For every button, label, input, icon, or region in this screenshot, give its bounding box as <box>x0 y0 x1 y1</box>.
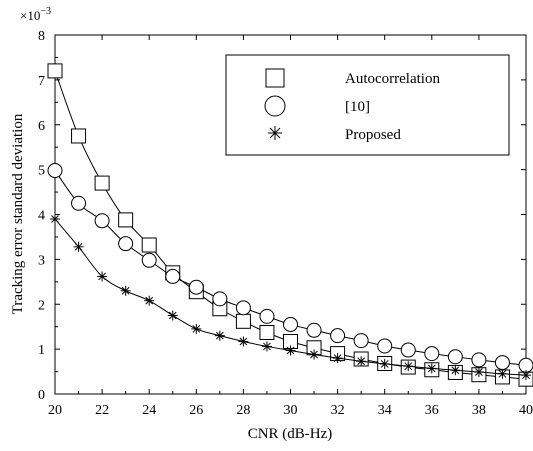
data-point-circle <box>377 338 393 354</box>
x-tick-label: 20 <box>48 403 62 418</box>
y-tick-label: 1 <box>38 343 45 358</box>
y-tick-label: 3 <box>38 253 45 268</box>
x-tick-label: 40 <box>519 403 533 418</box>
data-point-square <box>94 175 110 191</box>
data-point-circle <box>283 316 298 332</box>
y-multiplier-base: ×10 <box>20 8 40 23</box>
data-point-asterisk <box>450 365 461 376</box>
data-point-circle <box>259 308 275 324</box>
data-point-asterisk <box>50 213 60 224</box>
data-point-asterisk <box>521 370 531 381</box>
data-point-asterisk <box>356 356 367 367</box>
data-point-circle <box>353 333 369 349</box>
legend-marker-autocorrelation <box>265 68 285 88</box>
data-point-asterisk <box>285 345 296 356</box>
data-point-circle <box>494 355 510 371</box>
data-point-square <box>141 237 157 253</box>
data-point-asterisk <box>332 353 343 364</box>
y-tick-label: 6 <box>38 119 45 134</box>
data-point-circle <box>306 322 322 338</box>
data-point-square <box>235 313 251 329</box>
data-point-circle <box>47 163 63 179</box>
y-tick-label: 7 <box>38 74 45 89</box>
data-point-asterisk <box>191 323 202 334</box>
data-point-circle <box>424 346 440 362</box>
data-point-circle <box>141 252 157 268</box>
x-axis-ticks: 20 22 24 26 28 30 32 34 36 38 40 <box>48 35 533 418</box>
data-point-asterisk <box>497 368 508 379</box>
y-multiplier-exponent: −3 <box>40 6 51 17</box>
legend: Autocorrelation [10] Proposed <box>225 54 510 156</box>
y-tick-label: 0 <box>38 388 45 403</box>
data-point-circle <box>471 352 487 368</box>
data-point-circle <box>400 342 416 358</box>
data-point-circle <box>71 195 87 211</box>
x-axis-label: CNR (dB-Hz) <box>248 426 333 442</box>
data-point-asterisk <box>309 349 320 360</box>
data-point-asterisk <box>120 285 131 296</box>
legend-label-autocorrelation: Autocorrelation <box>345 71 440 87</box>
data-point-square <box>118 212 134 228</box>
y-tick-label: 8 <box>38 29 45 44</box>
data-point-asterisk <box>261 341 272 352</box>
x-tick-label: 22 <box>95 403 109 418</box>
data-point-square <box>259 325 275 341</box>
data-point-circle <box>188 279 204 295</box>
x-tick-label: 28 <box>236 403 250 418</box>
y-tick-label: 5 <box>38 164 45 179</box>
data-point-asterisk <box>238 336 249 347</box>
data-point-asterisk <box>214 330 225 341</box>
data-point-square <box>47 63 63 79</box>
data-point-circle <box>235 300 251 316</box>
legend-label-ref10: [10] <box>345 99 370 115</box>
data-point-circle <box>118 236 134 252</box>
x-tick-label: 38 <box>472 403 486 418</box>
data-point-circle <box>165 268 181 284</box>
y-tick-label: 4 <box>38 209 45 224</box>
data-point-asterisk <box>426 363 437 374</box>
data-point-asterisk <box>473 367 484 378</box>
series-10 <box>47 163 533 373</box>
series-proposed <box>50 213 531 381</box>
data-point-circle <box>212 291 228 307</box>
y-axis-ticks: 0 1 2 3 4 5 6 7 8 <box>38 29 526 403</box>
data-point-circle <box>330 328 346 344</box>
x-tick-label: 32 <box>331 403 345 418</box>
x-tick-label: 30 <box>284 403 298 418</box>
data-point-circle <box>94 213 110 229</box>
legend-marker-proposed <box>268 126 282 140</box>
data-point-asterisk <box>403 361 414 372</box>
x-tick-label: 34 <box>378 403 392 418</box>
y-axis-label: Tracking error standard deviation <box>10 113 26 314</box>
data-point-asterisk <box>73 241 84 252</box>
x-tick-label: 36 <box>425 403 439 418</box>
legend-label-proposed: Proposed <box>345 127 401 143</box>
data-point-asterisk <box>144 295 155 306</box>
series-layer <box>47 63 533 387</box>
data-point-asterisk <box>379 358 390 369</box>
x-tick-label: 26 <box>189 403 203 418</box>
data-point-circle <box>447 349 463 365</box>
legend-marker-ref10 <box>264 95 286 117</box>
y-tick-label: 2 <box>38 298 45 313</box>
y-multiplier: ×10−3 <box>20 6 51 23</box>
data-point-square <box>71 128 87 144</box>
data-point-asterisk <box>167 310 178 321</box>
data-point-asterisk <box>97 271 108 282</box>
x-tick-label: 24 <box>142 403 156 418</box>
